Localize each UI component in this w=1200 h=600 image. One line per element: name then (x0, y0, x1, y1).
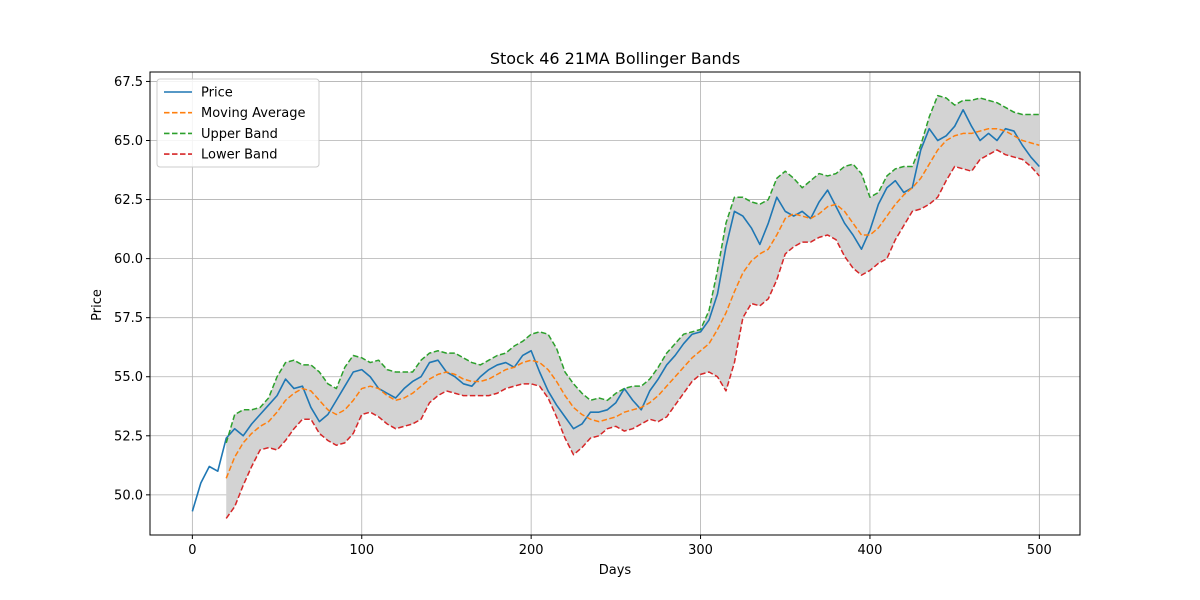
y-tick-label: 50.0 (114, 488, 143, 503)
legend-label: Upper Band (201, 127, 278, 142)
y-tick-label: 67.5 (114, 75, 143, 90)
series-layer (191, 94, 1040, 519)
band-fill-layer (226, 95, 1040, 519)
x-tick-label: 500 (1027, 543, 1052, 558)
y-tick-label: 52.5 (114, 429, 143, 444)
legend-box (156, 78, 320, 168)
legend: Price Moving Average Upper Band Lower Band (156, 78, 320, 168)
x-tick-label: 400 (858, 543, 883, 558)
y-axis-label: Price (90, 289, 105, 321)
y-tick-label: 57.5 (114, 311, 143, 326)
x-tick-label: 200 (519, 543, 544, 558)
x-axis-label: Days (599, 563, 632, 578)
x-axis-ticks: 0 100 200 300 400 500 (188, 535, 1052, 558)
x-tick-label: 0 (188, 543, 196, 558)
y-tick-label: 65.0 (114, 134, 143, 149)
series-line-moving-average (225, 127, 1040, 479)
legend-label: Moving Average (201, 106, 305, 121)
y-tick-label: 62.5 (114, 193, 143, 208)
chart-title: Stock 46 21MA Bollinger Bands (490, 49, 740, 68)
band-fill-area (226, 95, 1040, 519)
series-line-price (191, 108, 1040, 512)
x-tick-label: 300 (688, 543, 713, 558)
y-tick-label: 55.0 (114, 370, 143, 385)
x-tick-label: 100 (349, 543, 374, 558)
legend-label: Price (201, 86, 233, 101)
y-tick-label: 60.0 (114, 252, 143, 267)
y-axis-ticks: 50.0 52.5 55.0 57.5 60.0 62.5 65.0 67.5 (114, 75, 150, 503)
plot-frame (149, 71, 1081, 536)
legend-label: Lower Band (201, 148, 277, 163)
series-line-lower-band (225, 149, 1040, 519)
series-line-upper-band (225, 94, 1040, 444)
